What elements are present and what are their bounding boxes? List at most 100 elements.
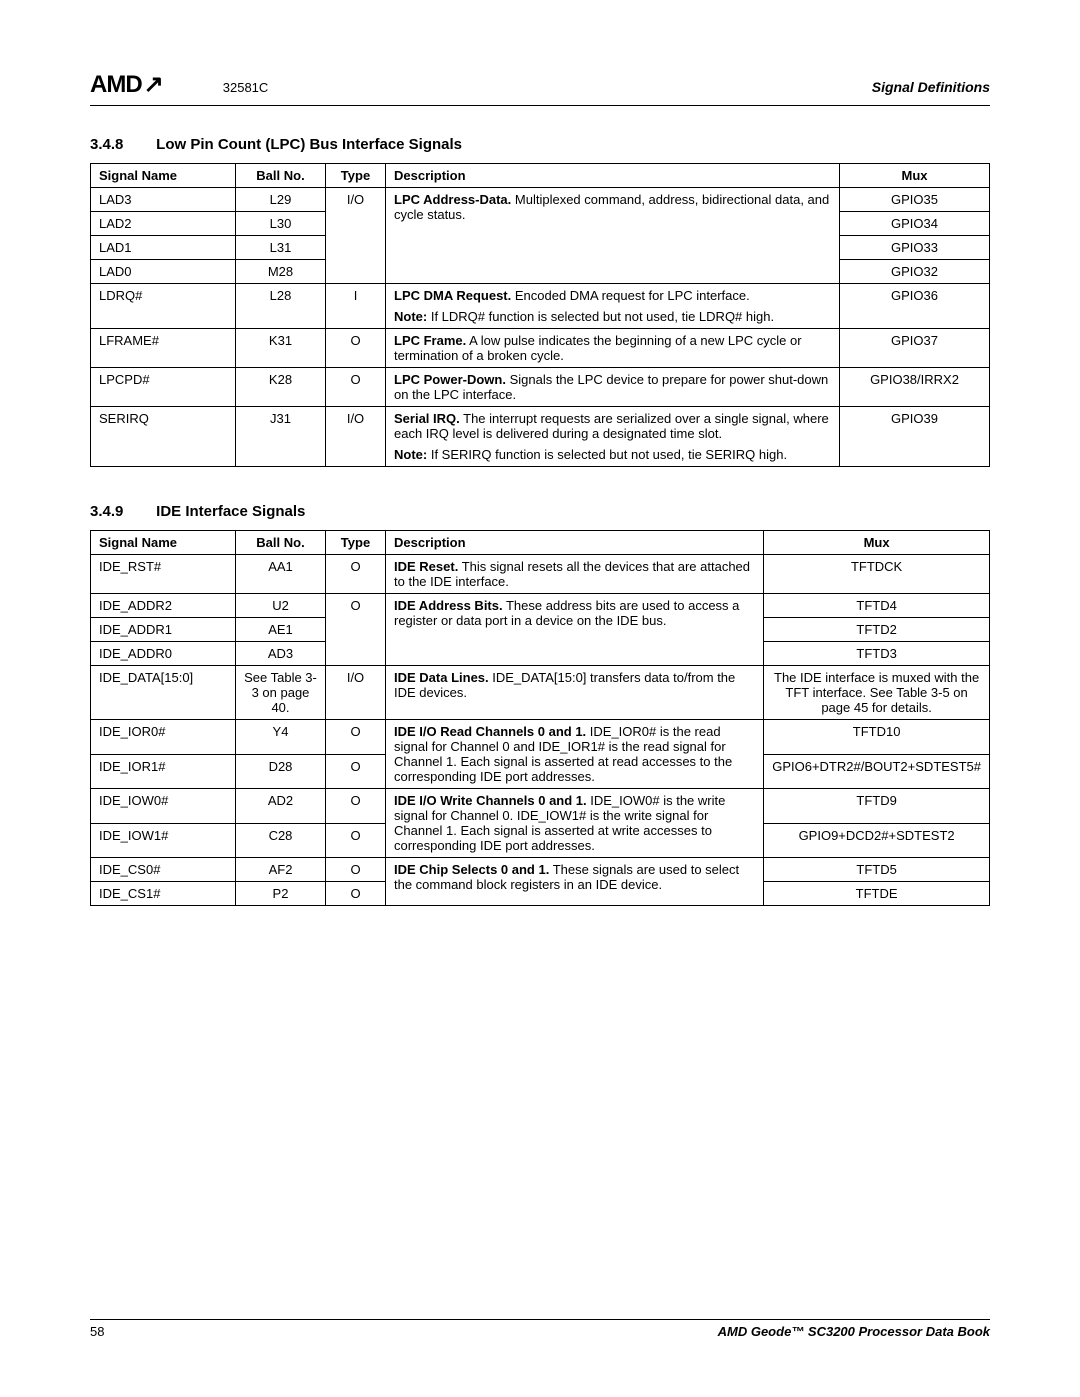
col-signal-name: Signal Name <box>91 531 236 555</box>
page-footer: 58 AMD Geode™ SC3200 Processor Data Book <box>90 1319 990 1339</box>
cell-mux: GPIO39 <box>840 407 990 467</box>
table-row: LAD3 L29 I/O LPC Address-Data. Multiplex… <box>91 188 990 212</box>
cell-mux: GPIO34 <box>840 212 990 236</box>
table-row: IDE_IOR0# Y4 O IDE I/O Read Channels 0 a… <box>91 720 990 755</box>
cell-signal: IDE_IOR0# <box>91 720 236 755</box>
cell-signal: SERIRQ <box>91 407 236 467</box>
cell-desc: LPC DMA Request. Encoded DMA request for… <box>386 284 840 329</box>
cell-mux: TFTDE <box>764 882 990 906</box>
cell-signal: IDE_IOW0# <box>91 789 236 824</box>
cell-type: I/O <box>326 666 386 720</box>
cell-signal: LAD2 <box>91 212 236 236</box>
cell-desc: Serial IRQ. The interrupt requests are s… <box>386 407 840 467</box>
desc-bold: IDE Data Lines. <box>394 670 489 685</box>
cell-mux: TFTD2 <box>764 618 990 642</box>
table-row: LFRAME# K31 O LPC Frame. A low pulse ind… <box>91 329 990 368</box>
cell-desc: IDE Reset. This signal resets all the de… <box>386 555 764 594</box>
cell-type: I/O <box>326 407 386 467</box>
cell-ball: U2 <box>236 594 326 618</box>
cell-mux: GPIO38/IRRX2 <box>840 368 990 407</box>
cell-ball: K28 <box>236 368 326 407</box>
cell-signal: LAD1 <box>91 236 236 260</box>
page-number: 58 <box>90 1324 104 1339</box>
cell-ball: L30 <box>236 212 326 236</box>
document-number: 32581C <box>223 80 269 95</box>
note: Note: If LDRQ# function is selected but … <box>394 309 831 324</box>
cell-ball: See Table 3-3 on page 40. <box>236 666 326 720</box>
section-heading-ide: 3.4.9 IDE Interface Signals <box>90 503 990 520</box>
cell-ball: AA1 <box>236 555 326 594</box>
desc-bold: IDE I/O Read Channels 0 and 1. <box>394 724 586 739</box>
cell-signal: LAD0 <box>91 260 236 284</box>
logo-arrow-icon: ↗ <box>144 70 163 99</box>
ide-signals-table: Signal Name Ball No. Type Description Mu… <box>90 530 990 906</box>
cell-desc: IDE I/O Write Channels 0 and 1. IDE_IOW0… <box>386 789 764 858</box>
note-label: Note: <box>394 309 427 324</box>
col-mux: Mux <box>764 531 990 555</box>
desc-bold: IDE Address Bits. <box>394 598 503 613</box>
cell-type: I <box>326 284 386 329</box>
desc-bold: Serial IRQ. <box>394 411 460 426</box>
cell-mux: TFTD9 <box>764 789 990 824</box>
cell-ball: J31 <box>236 407 326 467</box>
note-text: If LDRQ# function is selected but not us… <box>431 309 774 324</box>
amd-logo: AMD ↗ <box>90 70 163 99</box>
cell-mux: TFTD5 <box>764 858 990 882</box>
col-signal-name: Signal Name <box>91 164 236 188</box>
note-text: If SERIRQ function is selected but not u… <box>431 447 787 462</box>
cell-desc: LPC Address-Data. Multiplexed command, a… <box>386 188 840 284</box>
cell-ball: L28 <box>236 284 326 329</box>
cell-mux: GPIO36 <box>840 284 990 329</box>
section-number: 3.4.9 <box>90 503 152 520</box>
cell-ball: AF2 <box>236 858 326 882</box>
logo-text: AMD <box>90 71 142 99</box>
col-description: Description <box>386 531 764 555</box>
col-type: Type <box>326 164 386 188</box>
cell-desc: LPC Power-Down. Signals the LPC device t… <box>386 368 840 407</box>
cell-ball: C28 <box>236 823 326 858</box>
page-header: AMD ↗ 32581C Signal Definitions <box>90 70 990 106</box>
cell-type: O <box>326 720 386 755</box>
desc-rest: The interrupt requests are serialized ov… <box>394 411 829 441</box>
desc-rest: Encoded DMA request for LPC interface. <box>511 288 749 303</box>
cell-mux: GPIO32 <box>840 260 990 284</box>
cell-signal: IDE_CS0# <box>91 858 236 882</box>
cell-signal: IDE_ADDR0 <box>91 642 236 666</box>
cell-signal: IDE_ADDR2 <box>91 594 236 618</box>
cell-desc: LPC Frame. A low pulse indicates the beg… <box>386 329 840 368</box>
cell-mux: TFTD10 <box>764 720 990 755</box>
col-ball-no: Ball No. <box>236 164 326 188</box>
cell-type: O <box>326 368 386 407</box>
cell-type: O <box>326 882 386 906</box>
book-title: AMD Geode™ SC3200 Processor Data Book <box>718 1324 990 1339</box>
cell-ball: L29 <box>236 188 326 212</box>
desc-bold: LPC Frame. <box>394 333 466 348</box>
cell-ball: L31 <box>236 236 326 260</box>
cell-ball: Y4 <box>236 720 326 755</box>
note: Note: If SERIRQ function is selected but… <box>394 447 831 462</box>
table-row: LPCPD# K28 O LPC Power-Down. Signals the… <box>91 368 990 407</box>
table-header-row: Signal Name Ball No. Type Description Mu… <box>91 531 990 555</box>
cell-type: O <box>326 823 386 858</box>
cell-type: O <box>326 858 386 882</box>
desc-bold: LPC Power-Down. <box>394 372 506 387</box>
col-description: Description <box>386 164 840 188</box>
desc-bold: LPC DMA Request. <box>394 288 511 303</box>
lpc-signals-table: Signal Name Ball No. Type Description Mu… <box>90 163 990 467</box>
cell-mux: GPIO9+DCD2#+SDTEST2 <box>764 823 990 858</box>
cell-mux: GPIO37 <box>840 329 990 368</box>
cell-ball: D28 <box>236 754 326 789</box>
cell-type: I/O <box>326 188 386 284</box>
table-header-row: Signal Name Ball No. Type Description Mu… <box>91 164 990 188</box>
table-row: IDE_DATA[15:0] See Table 3-3 on page 40.… <box>91 666 990 720</box>
cell-type: O <box>326 555 386 594</box>
cell-signal: IDE_CS1# <box>91 882 236 906</box>
desc-bold: IDE I/O Write Channels 0 and 1. <box>394 793 587 808</box>
cell-ball: M28 <box>236 260 326 284</box>
table-row: IDE_IOW0# AD2 O IDE I/O Write Channels 0… <box>91 789 990 824</box>
desc-bold: LPC Address-Data. <box>394 192 511 207</box>
cell-ball: K31 <box>236 329 326 368</box>
cell-signal: IDE_ADDR1 <box>91 618 236 642</box>
cell-signal: IDE_IOR1# <box>91 754 236 789</box>
cell-desc: IDE Data Lines. IDE_DATA[15:0] transfers… <box>386 666 764 720</box>
